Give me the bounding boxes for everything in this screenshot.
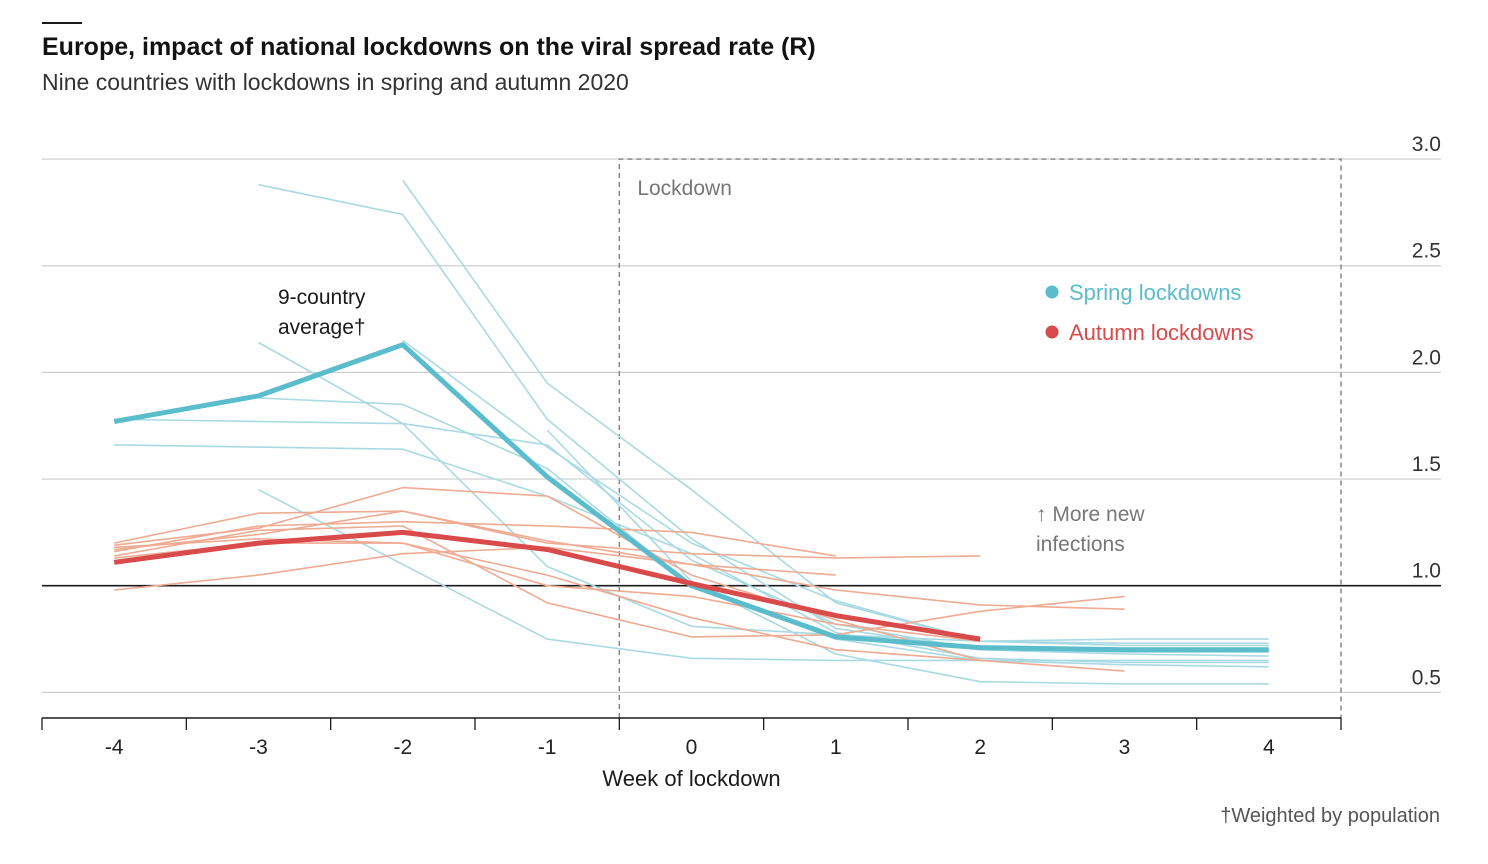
average-annotation-line2: average† [278, 316, 366, 339]
spring-country-line [258, 488, 1269, 662]
autumn-country-line [114, 510, 981, 559]
legend: Spring lockdowns Autumn lockdowns [1045, 280, 1254, 345]
y-tick-label: 1.0 [1412, 560, 1441, 583]
legend-swatch [1045, 285, 1059, 299]
legend-label: Spring lockdowns [1069, 280, 1241, 305]
lockdown-label: Lockdown [637, 177, 732, 200]
x-axis: -4 -3 -2 -1 0 1 2 3 4 Week of lockdown [41, 717, 1342, 791]
x-tick-label: 2 [974, 736, 986, 759]
spring-country-line [258, 183, 1269, 657]
grid-layer: 0.5 1.0 1.5 2.0 2.5 3.0 [42, 133, 1441, 694]
top-rule [42, 22, 82, 24]
spring-average-line [113, 342, 1269, 653]
x-tick-label: -2 [393, 736, 412, 759]
autumn-country-line [114, 510, 1125, 610]
country-lines [114, 179, 1269, 685]
legend-label: Autumn lockdowns [1069, 320, 1254, 345]
footnote: †Weighted by population [1220, 805, 1440, 827]
chart-subtitle: Nine countries with lockdowns in spring … [42, 69, 629, 95]
infections-annotation-line1: ↑ More new [1036, 503, 1145, 526]
autumn-country-line [114, 537, 981, 642]
autumn-country-line [114, 486, 981, 662]
x-axis-title: Week of lockdown [602, 766, 780, 791]
infections-annotation-line2: infections [1036, 533, 1125, 556]
y-tick-label: 1.5 [1412, 453, 1441, 476]
autumn-country-line [114, 546, 836, 591]
y-tick-label: 0.5 [1412, 666, 1441, 689]
y-tick-label: 2.0 [1412, 346, 1441, 369]
autumn-average-line [113, 529, 981, 642]
x-tick-label: 3 [1119, 736, 1131, 759]
average-annotation-line1: 9-country [278, 286, 366, 309]
y-tick-label: 3.0 [1412, 133, 1441, 156]
x-tick-label: -1 [538, 736, 557, 759]
spring-country-line [258, 341, 1269, 645]
spring-country-line [402, 179, 1269, 647]
spring-country-line [546, 429, 1269, 685]
x-tick-label: 1 [830, 736, 842, 759]
average-lines [113, 342, 1269, 653]
lockdown-region: Lockdown [618, 158, 1342, 718]
y-tick-label: 2.5 [1412, 240, 1441, 263]
x-tick-label: -3 [249, 736, 268, 759]
spring-country-line [402, 339, 1269, 643]
autumn-country-line [114, 525, 1125, 638]
lockdown-box [618, 158, 1342, 718]
x-tick-label: -4 [105, 736, 124, 759]
annotations: 9-country average† ↑ More new infections [278, 286, 1145, 556]
x-tick-label: 4 [1263, 736, 1275, 759]
x-tick-label: 0 [686, 736, 698, 759]
legend-swatch [1045, 325, 1059, 339]
chart-title: Europe, impact of national lockdowns on … [42, 33, 816, 61]
